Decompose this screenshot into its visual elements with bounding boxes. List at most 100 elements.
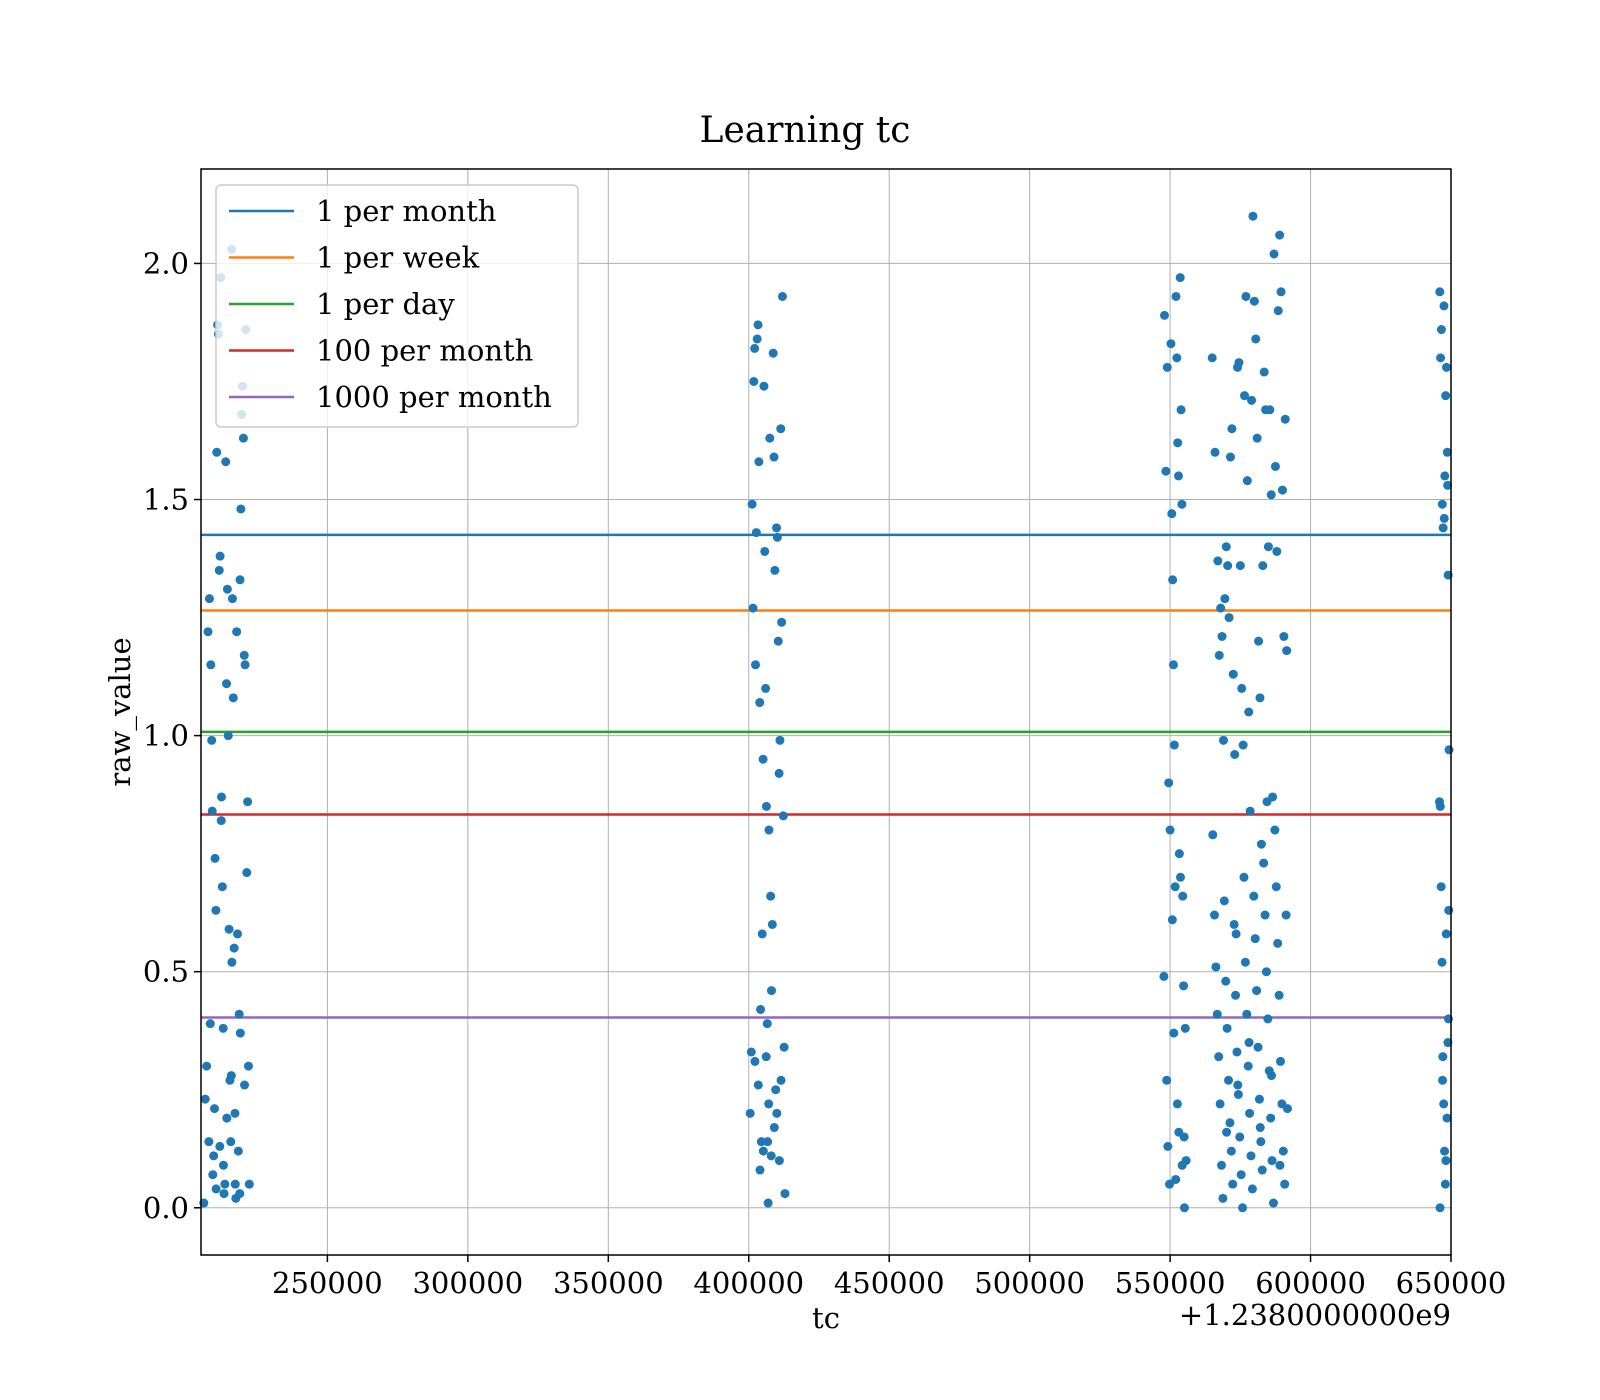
data-point [235, 1028, 245, 1038]
data-point [763, 1198, 773, 1208]
data-point [1208, 830, 1218, 840]
data-point [1438, 1075, 1448, 1085]
data-point [752, 334, 762, 344]
data-point [206, 660, 216, 670]
data-point [210, 853, 220, 863]
data-point [1255, 693, 1265, 703]
data-point [1161, 466, 1171, 476]
data-point [1227, 424, 1237, 434]
data-point [1437, 957, 1447, 967]
data-point [1232, 1047, 1242, 1057]
data-point [775, 735, 785, 745]
data-point [1263, 542, 1273, 552]
x-axis-label: tc [812, 1301, 840, 1335]
data-point [1240, 391, 1250, 401]
data-point [751, 528, 761, 538]
data-point [1230, 749, 1240, 759]
data-point [1440, 1146, 1450, 1156]
data-point [211, 905, 221, 915]
data-point [1222, 1127, 1232, 1137]
data-point [216, 816, 226, 826]
data-point [1168, 575, 1178, 585]
data-point [1217, 631, 1227, 641]
data-point [746, 1047, 756, 1057]
data-point [202, 1061, 212, 1071]
data-point [761, 801, 771, 811]
plot-frame [200, 168, 1452, 1256]
data-point [233, 929, 243, 939]
data-point [1177, 1160, 1187, 1170]
data-point [1247, 1184, 1257, 1194]
data-point [1281, 910, 1291, 920]
data-point [1266, 1113, 1276, 1123]
data-point [1245, 806, 1255, 816]
data-point [232, 627, 242, 637]
data-point [1267, 1071, 1277, 1081]
data-point [1268, 792, 1278, 802]
data-point [1440, 471, 1450, 481]
data-point [1272, 546, 1282, 556]
data-point [1244, 707, 1254, 717]
data-point [1442, 447, 1452, 457]
data-point [772, 532, 782, 542]
data-point [778, 811, 788, 821]
x-tick-label: 250000 [272, 1266, 383, 1300]
data-point [1215, 1099, 1225, 1109]
data-point [750, 660, 760, 670]
data-point [218, 1023, 228, 1033]
data-point [214, 565, 224, 575]
data-point [1243, 1061, 1253, 1071]
data-point [1224, 613, 1234, 623]
data-point [205, 1019, 215, 1029]
data-point [763, 1137, 773, 1147]
data-point [1250, 934, 1260, 944]
data-point [1162, 1075, 1172, 1085]
y-tick-label: 0.0 [143, 1191, 189, 1225]
data-point [207, 735, 217, 745]
data-point [1275, 1056, 1285, 1066]
data-point [219, 1189, 229, 1199]
x-tick-label: 350000 [553, 1266, 664, 1300]
data-point [217, 792, 227, 802]
data-point [1164, 778, 1174, 788]
data-point [204, 1137, 214, 1147]
x-tick-label: 500000 [974, 1266, 1085, 1300]
data-point [222, 679, 232, 689]
data-point [1280, 1179, 1290, 1189]
data-point [1435, 1203, 1445, 1213]
data-point [1252, 986, 1262, 996]
data-point [1228, 1179, 1238, 1189]
data-point [1436, 325, 1446, 335]
x-axis-offset-label: +1.2380000000e9 [1179, 1298, 1451, 1332]
data-point [772, 1108, 782, 1118]
data-point [1159, 971, 1169, 981]
data-point [1221, 542, 1231, 552]
data-point [1270, 825, 1280, 835]
data-point [235, 575, 245, 585]
data-point [777, 617, 787, 627]
data-point [1249, 296, 1259, 306]
data-point [776, 1075, 786, 1085]
legend-label: 100 per month [316, 334, 533, 368]
data-point [1442, 362, 1452, 372]
data-point [1218, 1193, 1228, 1203]
data-point [767, 919, 777, 929]
data-point [1175, 872, 1185, 882]
data-point [758, 1146, 768, 1156]
data-point [1225, 452, 1235, 462]
y-tick-label: 1.5 [143, 483, 189, 517]
data-point [766, 891, 776, 901]
data-point [1258, 561, 1268, 571]
data-point [1238, 740, 1248, 750]
data-point [1260, 910, 1270, 920]
data-point [1276, 287, 1286, 297]
data-point [1242, 1009, 1252, 1019]
data-point [1231, 990, 1241, 1000]
data-point [1257, 1165, 1267, 1175]
data-point [1265, 405, 1275, 415]
chart-title: Learning tc [700, 110, 911, 151]
data-point [1174, 849, 1184, 859]
data-point [776, 424, 786, 434]
data-point [1282, 646, 1292, 656]
data-point [777, 291, 787, 301]
